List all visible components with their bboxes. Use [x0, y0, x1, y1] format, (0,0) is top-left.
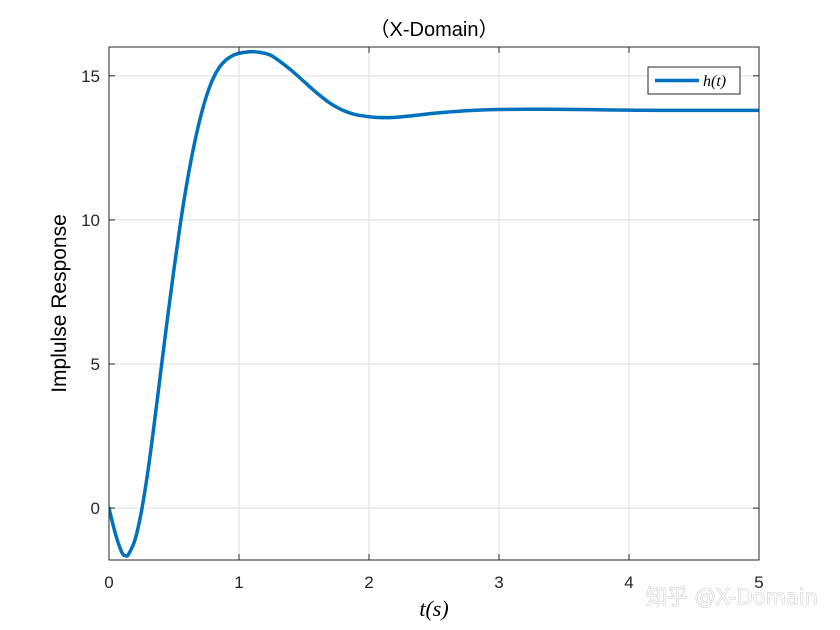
series-layer	[109, 49, 759, 558]
x-tick-label: 0	[104, 573, 113, 592]
watermark: 知乎 @X-Domain	[646, 585, 818, 609]
y-axis-label: Implulse Response	[48, 214, 71, 393]
y-tick-label: 0	[91, 499, 100, 518]
plot-frame	[108, 46, 760, 561]
x-tick-label: 3	[494, 573, 503, 592]
chart-title: （X-Domain）	[370, 18, 499, 41]
plot-area	[109, 47, 759, 560]
x-tick-label: 5	[754, 573, 763, 592]
y-tick-label: 15	[81, 67, 100, 86]
legend-label: h(t)	[703, 73, 726, 90]
legend: h(t)	[647, 66, 741, 95]
x-tick-label: 2	[364, 573, 373, 592]
y-tick-label: 10	[81, 211, 100, 230]
series-line-h-t	[109, 49, 759, 558]
ticks: 0 1 2 3 4 5 0 5 10 15	[81, 47, 764, 592]
x-tick-label: 4	[624, 573, 633, 592]
x-axis-label: t(s)	[419, 596, 448, 621]
y-tick-label: 5	[91, 355, 100, 374]
x-tick-label: 1	[234, 573, 243, 592]
